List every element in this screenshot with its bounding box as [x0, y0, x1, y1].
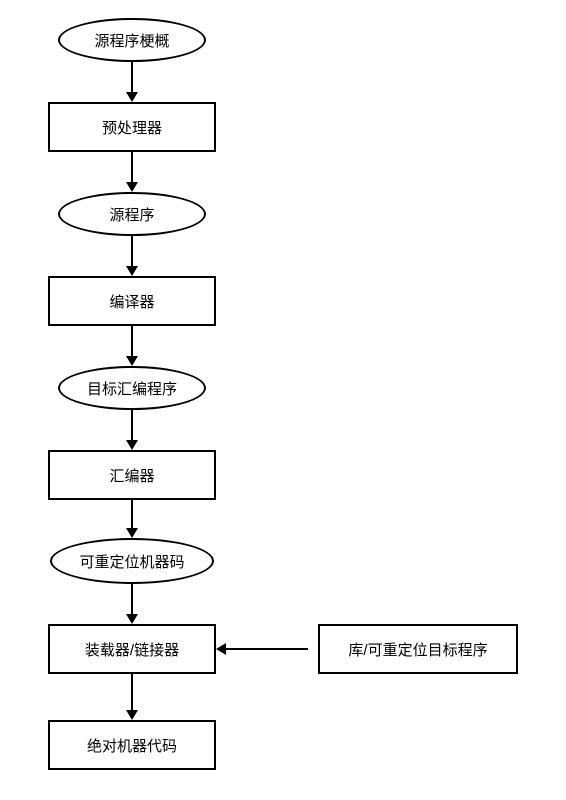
node-label-n5: 目标汇编程序: [79, 378, 185, 399]
node-n4: 编译器: [48, 276, 216, 326]
node-n1: 源程序梗概: [58, 18, 206, 62]
node-label-n1: 源程序梗概: [86, 30, 177, 51]
node-n6: 汇编器: [48, 450, 216, 500]
node-n9: 绝对机器代码: [48, 720, 216, 770]
node-label-n7: 可重定位机器码: [71, 551, 192, 572]
node-label-n4: 编译器: [101, 291, 162, 312]
node-label-n9: 绝对机器代码: [79, 735, 185, 756]
node-label-n10: 库/可重定位目标程序: [340, 639, 495, 660]
node-n5: 目标汇编程序: [58, 366, 206, 410]
node-n2: 预处理器: [48, 102, 216, 152]
node-label-n6: 汇编器: [101, 465, 162, 486]
node-n3: 源程序: [58, 192, 206, 236]
compiler-flowchart: 源程序梗概预处理器源程序编译器目标汇编程序汇编器可重定位机器码装载器/链接器绝对…: [0, 0, 566, 800]
node-n10: 库/可重定位目标程序: [318, 624, 518, 674]
node-label-n3: 源程序: [101, 204, 162, 225]
node-label-n8: 装载器/链接器: [77, 639, 187, 660]
node-n7: 可重定位机器码: [50, 538, 214, 584]
node-n8: 装载器/链接器: [48, 624, 216, 674]
node-label-n2: 预处理器: [94, 117, 170, 138]
